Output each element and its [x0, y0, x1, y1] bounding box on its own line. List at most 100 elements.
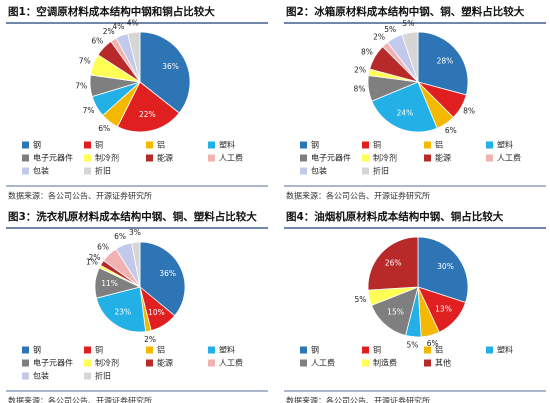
slice-label: 2% [103, 27, 115, 36]
legend-swatch [424, 154, 431, 162]
legend-label: 铜 [95, 345, 103, 355]
legend-label: 钢 [311, 140, 319, 150]
legend-label: 人工费 [219, 153, 243, 163]
legend-swatch [300, 346, 307, 354]
legend-swatch [22, 141, 29, 149]
legend-swatch [22, 372, 29, 380]
legend-label: 塑料 [497, 140, 513, 150]
legend-swatch [22, 154, 29, 162]
legend-swatch [84, 154, 91, 162]
chart-title: 图2：冰箱原材料成本结构中钢、铜、塑料占比较大 [286, 5, 525, 18]
legend-label: 人工费 [497, 153, 521, 163]
legend-label: 制冷剂 [95, 153, 119, 163]
legend-swatch [300, 141, 307, 149]
legend-label: 能源 [157, 358, 173, 368]
slice-label: 5% [406, 341, 418, 350]
slice-label: 26% [385, 259, 402, 268]
slice-label: 8% [361, 48, 373, 57]
legend-swatch [208, 346, 215, 354]
legend-swatch [146, 141, 153, 149]
legend-label: 人工费 [219, 358, 243, 368]
legend-label: 铝 [157, 345, 165, 355]
legend-label: 电子元器件 [33, 358, 73, 368]
legend-label: 制造费 [373, 358, 397, 368]
legend-label: 包装 [33, 371, 49, 381]
pie-slice [127, 31, 141, 83]
legend-label: 铜 [95, 140, 103, 150]
slice-label: 23% [114, 307, 131, 316]
legend-label: 折旧 [373, 166, 389, 176]
source-note: 数据来源：各公司公告、开源证券研究所 [8, 396, 152, 403]
legend-label: 包装 [33, 166, 49, 176]
slice-label: 8% [463, 107, 475, 116]
legend-swatch [486, 154, 493, 162]
pie-slice [116, 81, 180, 133]
legend-swatch [424, 359, 431, 367]
legend-swatch [84, 141, 91, 149]
legend-label: 铜 [373, 140, 381, 150]
slice-label: 36% [162, 62, 179, 71]
slice-label: 2% [373, 33, 385, 42]
legend-label: 包装 [311, 166, 327, 176]
pie-slice [417, 31, 469, 96]
legend-swatch [146, 359, 153, 367]
pie-slice [95, 286, 147, 333]
legend-swatch [424, 346, 431, 354]
slice-label: 5% [354, 295, 366, 304]
slice-label: 6% [445, 126, 457, 135]
legend-label: 钢 [311, 345, 319, 355]
slice-label: 15% [387, 308, 404, 317]
legend-label: 折旧 [95, 371, 111, 381]
legend-swatch [300, 154, 307, 162]
legend-label: 制冷剂 [95, 358, 119, 368]
legend-swatch [22, 167, 29, 175]
legend-swatch [362, 167, 369, 175]
legend-swatch [300, 167, 307, 175]
legend-swatch [424, 141, 431, 149]
legend-swatch [362, 154, 369, 162]
legend-label: 铝 [157, 140, 165, 150]
slice-label: 3% [129, 228, 141, 237]
legend-label: 制冷剂 [373, 153, 397, 163]
slice-label: 30% [437, 262, 454, 271]
slice-label: 6% [427, 339, 439, 348]
source-note: 数据来源：各公司公告、开源证券研究所 [286, 396, 430, 403]
legend-label: 铝 [435, 345, 443, 355]
legend-label: 能源 [435, 153, 451, 163]
slice-label: 8% [354, 85, 366, 94]
legend-label: 能源 [157, 153, 173, 163]
source-note: 数据来源：各公司公告、开源证券研究所 [8, 191, 152, 201]
slice-label: 13% [435, 304, 452, 313]
slice-label: 2% [144, 335, 156, 344]
slice-label: 1% [86, 257, 98, 266]
chart-title: 图1：空调原材料成本结构中钢和铜占比较大 [8, 5, 215, 18]
pie-slice [131, 241, 141, 288]
slice-label: 2% [354, 65, 366, 74]
legend-label: 电子元器件 [311, 153, 351, 163]
chart-title: 图3：洗衣机原材料成本结构中钢、铜、塑料占比较大 [8, 210, 257, 223]
legend-label: 铜 [373, 345, 381, 355]
slice-label: 4% [127, 18, 139, 27]
chart-title: 图4：油烟机原材料成本结构中钢、铜占比较大 [286, 210, 504, 223]
source-note: 数据来源：各公司公告、开源证券研究所 [286, 191, 430, 201]
legend-swatch [84, 346, 91, 354]
legend-swatch [84, 167, 91, 175]
legend-swatch [208, 141, 215, 149]
slice-label: 10% [148, 308, 165, 317]
slice-label: 6% [91, 36, 103, 45]
legend-swatch [208, 359, 215, 367]
slice-label: 5% [402, 19, 414, 28]
legend-swatch [84, 359, 91, 367]
legend-label: 塑料 [219, 345, 235, 355]
slice-label: 4% [113, 22, 125, 31]
legend-label: 钢 [33, 345, 41, 355]
slice-label: 28% [437, 56, 454, 65]
legend-label: 塑料 [219, 140, 235, 150]
legend-swatch [208, 154, 215, 162]
slice-label: 24% [397, 108, 414, 117]
legend-swatch [486, 141, 493, 149]
pie-slice [139, 241, 186, 317]
legend-swatch [146, 154, 153, 162]
legend-label: 其他 [435, 358, 451, 368]
